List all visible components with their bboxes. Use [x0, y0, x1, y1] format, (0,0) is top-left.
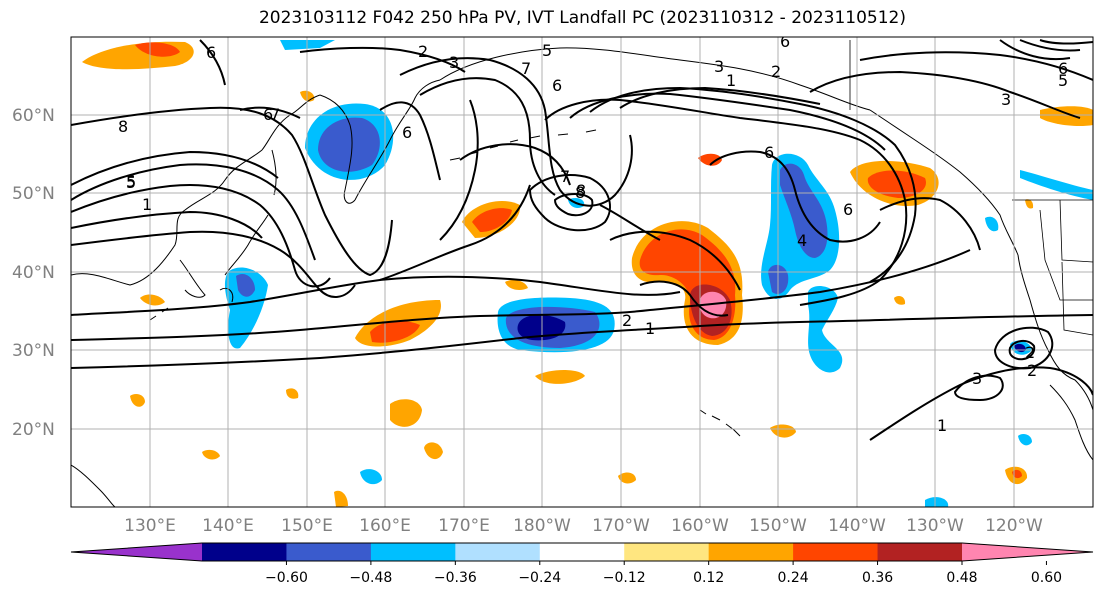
colorbar-tick-label: 0.36 [862, 570, 893, 586]
colorbar-extend-high [962, 543, 1093, 561]
lon-label: 180°W [513, 516, 571, 536]
lat-label: 30°N [12, 341, 55, 361]
colorbar-segment [455, 543, 541, 561]
latitude-labels: 60°N 50°N 40°N 30°N 20°N [12, 106, 55, 440]
svg-text:6: 6 [764, 143, 774, 162]
colorbar-tick-label: 0.24 [778, 570, 809, 586]
svg-text:1: 1 [645, 319, 655, 338]
lon-label: 130°W [906, 516, 964, 536]
svg-text:6: 6 [206, 43, 216, 62]
longitude-labels: 130°E 140°E 150°E 160°E 170°E 180°W 170°… [124, 516, 1043, 536]
map-title: 2023103112 F042 250 hPa PV, IVT Landfall… [258, 8, 906, 28]
lon-label: 150°E [281, 516, 333, 536]
svg-text:7: 7 [560, 167, 570, 186]
colorbar-segment [286, 543, 372, 561]
colorbar-tick-label: 0.60 [1031, 570, 1062, 586]
borders [849, 40, 1093, 336]
colorbar-tick-label: −0.48 [349, 570, 392, 586]
svg-text:8: 8 [576, 181, 586, 200]
svg-text:6: 6 [843, 200, 853, 219]
svg-text:8: 8 [118, 117, 128, 136]
lat-label: 60°N [12, 106, 55, 126]
lat-label: 50°N [12, 184, 55, 204]
svg-text:1: 1 [937, 416, 947, 435]
svg-text:5: 5 [542, 41, 552, 60]
colorbar-segment [708, 543, 794, 561]
svg-text:3: 3 [449, 53, 459, 72]
colorbar-segment [539, 543, 625, 561]
svg-text:3: 3 [972, 369, 982, 388]
svg-text:1: 1 [726, 71, 736, 90]
svg-text:7: 7 [521, 59, 531, 78]
svg-text:2: 2 [418, 42, 428, 61]
lat-label: 40°N [12, 263, 55, 283]
pv-shading [82, 40, 1093, 507]
lon-label: 170°E [438, 516, 490, 536]
colorbar-tick-label: 0.48 [946, 570, 977, 586]
lon-label: 120°W [985, 516, 1043, 536]
lon-label: 160°W [671, 516, 729, 536]
colorbar-segment [877, 543, 963, 561]
svg-text:2: 2 [622, 311, 632, 330]
svg-text:2: 2 [1027, 361, 1037, 380]
lon-label: 170°W [592, 516, 650, 536]
svg-text:7: 7 [270, 105, 280, 124]
colorbar-segment [793, 543, 879, 561]
svg-text:6: 6 [402, 123, 412, 142]
colorbar-segment [624, 543, 710, 561]
svg-text:4: 4 [797, 231, 807, 250]
contour-labels: 6 2 3 5 7 6 6 2 3 1 3 6 5 6 8 7 6 5 8 5 … [118, 32, 1068, 435]
svg-text:2: 2 [771, 62, 781, 81]
colorbar-segment [202, 543, 287, 561]
colorbar-tick-label: −0.36 [434, 570, 477, 586]
svg-text:5: 5 [126, 172, 136, 191]
svg-text:6: 6 [552, 76, 562, 95]
svg-text:3: 3 [714, 57, 724, 76]
svg-text:6: 6 [780, 32, 790, 51]
svg-text:6: 6 [1058, 59, 1068, 78]
svg-text:5: 5 [126, 173, 136, 192]
lon-label: 150°W [749, 516, 807, 536]
lat-label: 20°N [12, 420, 55, 440]
plot-frame [70, 36, 1094, 508]
graticule [71, 37, 1093, 507]
svg-text:8: 8 [575, 183, 585, 202]
svg-text:1: 1 [142, 195, 152, 214]
svg-text:3: 3 [1001, 90, 1011, 109]
svg-text:2: 2 [1025, 343, 1035, 362]
lon-label: 140°E [202, 516, 254, 536]
colorbar-tick-label: −0.24 [518, 570, 561, 586]
colorbar-tick-label: −0.12 [603, 570, 646, 586]
colorbar-outline [70, 542, 1094, 562]
colorbar-extend-low [71, 543, 202, 561]
colorbar-segment [370, 543, 456, 561]
pv-contours [71, 39, 1093, 441]
lon-label: 130°E [124, 516, 176, 536]
lon-label: 160°E [359, 516, 411, 536]
colorbar-tick-label: −0.60 [265, 570, 308, 586]
lon-label: 140°W [828, 516, 886, 536]
svg-text:5: 5 [1058, 71, 1068, 90]
colorbar-tick-label: 0.12 [693, 570, 724, 586]
colorbar: −0.60 −0.48 −0.36 −0.24 −0.12 0.12 0.24 0.36 0.4… [70, 542, 1094, 586]
svg-text:6: 6 [263, 105, 273, 124]
